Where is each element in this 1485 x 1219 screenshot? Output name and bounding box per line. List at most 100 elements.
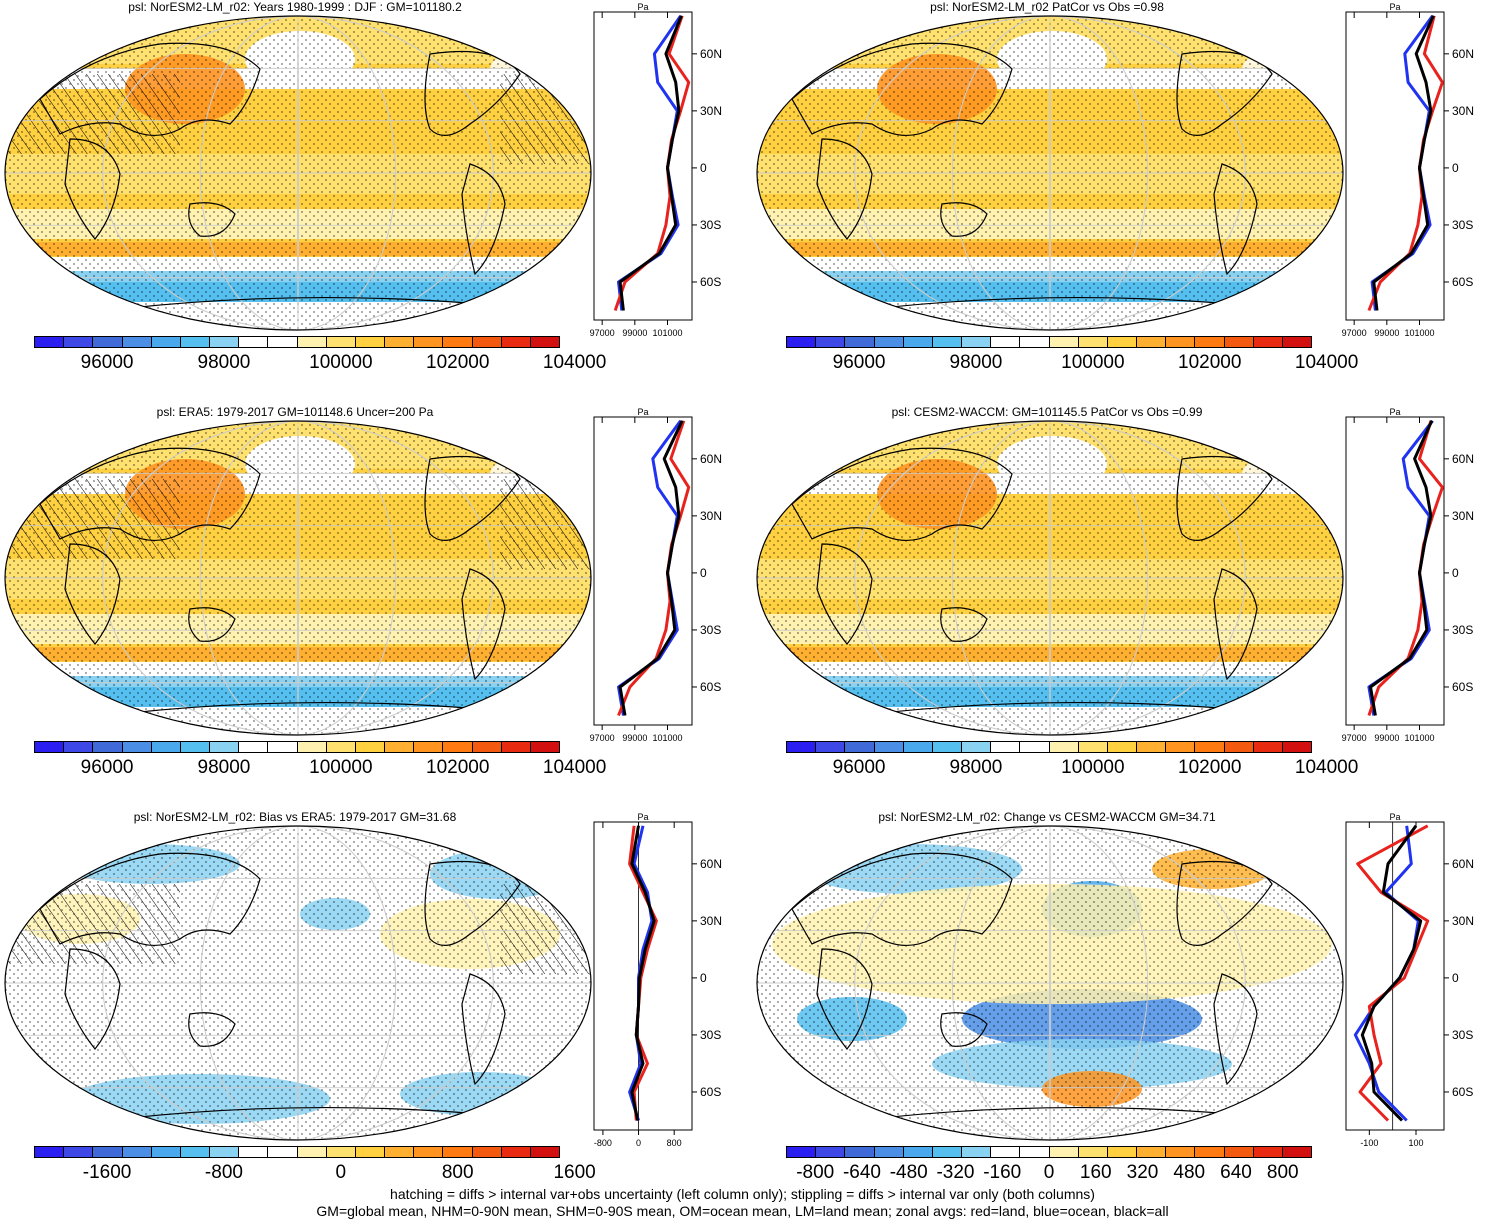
zonal-lat-label: 30S bbox=[1452, 623, 1473, 637]
colorbar-box bbox=[501, 742, 531, 752]
zonal-lat-label: 60S bbox=[1452, 275, 1473, 289]
zonal-lat-label: 30S bbox=[700, 1028, 721, 1042]
colorbar-box bbox=[239, 337, 269, 347]
colorbar-box bbox=[122, 742, 152, 752]
colorbar-box bbox=[268, 742, 298, 752]
zonal-x-tick: 97000 bbox=[590, 328, 615, 338]
colorbar-box bbox=[64, 337, 94, 347]
zonal-x-tick: 97000 bbox=[1342, 328, 1367, 338]
colorbar-box bbox=[297, 742, 327, 752]
colorbar-box bbox=[1224, 337, 1254, 347]
colorbar-label: -160 bbox=[983, 1162, 1022, 1183]
colorbar-box bbox=[268, 1147, 298, 1157]
colorbar-box bbox=[874, 1147, 904, 1157]
colorbar-box bbox=[1166, 1147, 1196, 1157]
colorbar-label: 104000 bbox=[542, 352, 607, 373]
colorbar-label: -800 bbox=[796, 1162, 835, 1183]
colorbar-box bbox=[35, 337, 65, 347]
zonal-x-tick: 97000 bbox=[590, 733, 615, 743]
zonal-frame bbox=[593, 11, 693, 321]
colorbar-box bbox=[35, 742, 65, 752]
colorbar-box bbox=[1078, 1147, 1108, 1157]
colorbar-label: 104000 bbox=[542, 757, 607, 778]
panel-title: psl: CESM2-WACCM: GM=101145.5 PatCor vs … bbox=[891, 405, 1203, 419]
zonal-lat-label: 60N bbox=[1452, 47, 1474, 61]
colorbar-box bbox=[93, 742, 123, 752]
zonal-line-all bbox=[1372, 15, 1435, 311]
map-outline bbox=[756, 420, 1344, 736]
map-outline bbox=[4, 825, 592, 1141]
colorbar-label: 0 bbox=[1043, 1162, 1055, 1183]
colorbar-box bbox=[472, 742, 502, 752]
zonal-lat-label: 0 bbox=[700, 161, 707, 175]
colorbar-box bbox=[180, 742, 211, 752]
colorbar-box bbox=[1020, 337, 1050, 347]
colorbar-label: 100000 bbox=[1061, 352, 1125, 373]
zonal-lat-label: 60S bbox=[700, 275, 721, 289]
colorbar-label: 100000 bbox=[309, 757, 373, 778]
colorbar-box bbox=[122, 1147, 152, 1157]
zonal-mean-plot: Pa 60N 30N 0 30S 60S 97000 99000 101000 bbox=[590, 2, 722, 338]
map-outline bbox=[756, 15, 1344, 331]
zonal-lat-label: 30S bbox=[1452, 1028, 1473, 1042]
colorbar-boxes bbox=[34, 1146, 560, 1158]
colorbar: -1600 -800 0 800 1600 bbox=[34, 1146, 596, 1183]
colorbar-boxes bbox=[34, 741, 560, 753]
zonal-x-tick: 99000 bbox=[622, 733, 647, 743]
zonal-x-tick: 99000 bbox=[622, 328, 647, 338]
colorbar-box bbox=[903, 1147, 933, 1157]
colorbar-box bbox=[1020, 742, 1050, 752]
zonal-lat-label: 60S bbox=[700, 680, 721, 694]
colorbar-box bbox=[64, 742, 94, 752]
graticule bbox=[5, 826, 591, 1140]
colorbar-label: 104000 bbox=[1294, 757, 1359, 778]
colorbar-box bbox=[932, 337, 963, 347]
zonal-line-all bbox=[1360, 824, 1423, 1122]
zonal-lat-label: 60N bbox=[1452, 452, 1474, 466]
zonal-x-tick: 97000 bbox=[1342, 733, 1367, 743]
colorbar-box bbox=[385, 1147, 415, 1157]
graticule bbox=[757, 16, 1343, 330]
zonal-lat-label: 60N bbox=[700, 47, 722, 61]
zonal-lat-label: 60N bbox=[700, 857, 722, 871]
colorbar-label: -1600 bbox=[82, 1162, 132, 1183]
zonal-line-all bbox=[618, 420, 684, 716]
colorbar-box bbox=[297, 1147, 327, 1157]
colorbar-box bbox=[93, 1147, 123, 1157]
zonal-mean-plot: Pa 60N 30N 0 30S 60S 97000 99000 101000 bbox=[590, 407, 722, 743]
zonal-units: Pa bbox=[1389, 407, 1400, 417]
zonal-lat-label: 0 bbox=[700, 566, 707, 580]
colorbar-box bbox=[1137, 337, 1167, 347]
colorbar-box bbox=[1195, 742, 1225, 752]
panel-title: psl: ERA5: 1979-2017 GM=101148.6 Uncer=2… bbox=[156, 405, 434, 419]
colorbar-box bbox=[210, 742, 240, 752]
colorbar-box bbox=[268, 337, 298, 347]
colorbar-box bbox=[845, 742, 875, 752]
colorbar-label: 102000 bbox=[426, 352, 490, 373]
colorbar-box bbox=[326, 1147, 356, 1157]
colorbar-box bbox=[1253, 1147, 1283, 1157]
colorbar-box bbox=[501, 1147, 531, 1157]
colorbar-box bbox=[355, 742, 386, 752]
colorbar-box bbox=[962, 1147, 992, 1157]
colorbar-box bbox=[180, 337, 211, 347]
zonal-lat-label: 60S bbox=[1452, 680, 1473, 694]
colorbar-label: 0 bbox=[335, 1162, 347, 1183]
zonal-units: Pa bbox=[637, 2, 648, 12]
zonal-frame bbox=[593, 821, 693, 1131]
colorbar-box bbox=[1078, 742, 1108, 752]
zonal-lat-label: 0 bbox=[700, 971, 707, 985]
colorbar-box bbox=[816, 742, 846, 752]
map-plot bbox=[4, 15, 592, 331]
colorbar-box bbox=[816, 1147, 846, 1157]
colorbar-box bbox=[414, 337, 444, 347]
map-outline bbox=[4, 420, 592, 736]
colorbar-box bbox=[530, 337, 560, 347]
zonal-x-tick: -800 bbox=[594, 1138, 612, 1148]
zonal-lat-label: 60N bbox=[1452, 857, 1474, 871]
colorbar-box bbox=[1137, 742, 1167, 752]
colorbar-box bbox=[210, 1147, 240, 1157]
colorbar-box bbox=[1166, 742, 1196, 752]
colorbar-box bbox=[443, 742, 473, 752]
colorbar-box bbox=[122, 337, 152, 347]
